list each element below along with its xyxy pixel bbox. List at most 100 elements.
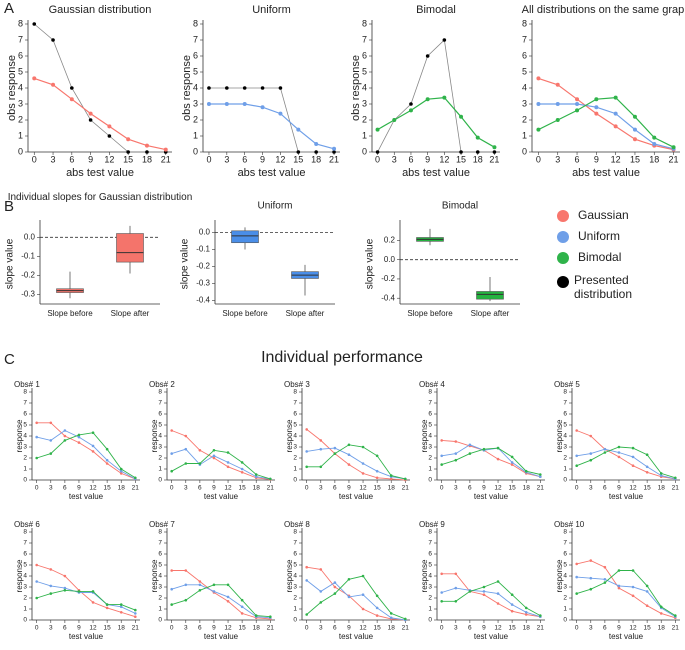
x-axis-label: abs test value	[402, 167, 470, 179]
y-tick-label: 8	[428, 389, 432, 396]
data-point	[224, 102, 229, 106]
y-axis-label: obs response	[350, 55, 362, 121]
x-tick-label: 3	[319, 625, 323, 632]
y-tick-label: 0	[362, 146, 367, 156]
data-point	[409, 102, 413, 106]
data-point	[184, 447, 188, 451]
data-point	[305, 613, 308, 616]
data-point	[539, 475, 542, 479]
data-point	[333, 446, 337, 450]
y-tick-label: 2	[293, 595, 297, 602]
data-point	[77, 590, 81, 593]
x-tick-label: 3	[555, 154, 560, 164]
y-tick-label: 8	[193, 18, 198, 28]
data-point	[212, 454, 216, 458]
y-tick-label: 2	[158, 595, 162, 602]
legend-label: Uniform	[578, 229, 620, 243]
y-tick-label: 2	[293, 455, 297, 462]
y-tick-label: 7	[193, 34, 198, 44]
x-axis-label: test value	[339, 632, 374, 641]
y-tick-label: 3	[23, 584, 27, 591]
data-point	[105, 458, 109, 462]
data-point	[333, 581, 337, 584]
x-tick-label: 12	[89, 485, 97, 492]
data-point	[440, 572, 443, 576]
y-tick-label: 7	[18, 34, 23, 44]
y-tick-label: 3	[522, 98, 527, 108]
series-line	[306, 580, 406, 621]
y-tick-label: 4	[293, 433, 297, 440]
x-tick-label: 3	[184, 485, 188, 492]
data-point	[408, 108, 413, 113]
series-line	[576, 446, 676, 479]
y-tick-label: 5	[23, 422, 27, 429]
y-tick-label: 4	[18, 82, 23, 92]
y-tick-label: 8	[563, 529, 567, 536]
x-tick-label: 0	[440, 485, 444, 492]
data-point	[603, 578, 607, 581]
data-point	[536, 76, 541, 81]
y-axis-label: response	[285, 419, 294, 452]
data-point	[617, 455, 621, 459]
data-point	[645, 590, 649, 593]
data-point	[613, 95, 618, 100]
data-point	[496, 592, 500, 595]
data-point	[482, 585, 486, 589]
data-point	[35, 456, 38, 460]
data-point	[603, 451, 607, 454]
x-tick-label: 12	[494, 625, 502, 632]
x-axis-label: test value	[609, 492, 644, 501]
data-point	[347, 595, 351, 599]
x-tick-label: 15	[239, 485, 247, 492]
data-point	[170, 452, 173, 455]
data-point	[240, 461, 244, 464]
y-tick-label: 6	[18, 50, 23, 60]
y-tick-label: 7	[563, 400, 567, 407]
x-tick-label: 0	[305, 485, 309, 492]
y-tick-label: 2	[522, 114, 527, 124]
data-point	[212, 590, 216, 593]
data-point	[63, 586, 67, 590]
series-line	[377, 96, 495, 148]
y-axis-label: obs response	[181, 55, 193, 121]
data-point	[632, 114, 637, 119]
data-point	[242, 86, 247, 90]
x-tick-label: 21	[672, 625, 680, 632]
y-tick-label: 3	[158, 584, 162, 591]
data-point	[107, 124, 112, 129]
x-tick-label: 6	[333, 485, 337, 492]
x-tick-label: 12	[629, 625, 637, 632]
data-point	[63, 589, 67, 592]
y-tick-label: 2	[563, 595, 567, 602]
data-point	[296, 150, 301, 154]
series-line	[36, 589, 136, 611]
x-axis-label: abs test value	[66, 167, 134, 179]
data-point	[269, 477, 272, 481]
x-tick-label: 18	[649, 154, 659, 164]
data-point	[674, 614, 677, 617]
data-point	[671, 145, 676, 150]
x-tick-label: 9	[260, 154, 265, 164]
data-point	[468, 443, 472, 447]
y-tick-label: 8	[362, 18, 367, 28]
data-point	[404, 617, 407, 621]
series-line	[306, 566, 406, 621]
data-point	[510, 463, 514, 466]
x-tick-label: 12	[494, 485, 502, 492]
x-tick-label: 12	[629, 485, 637, 492]
data-point	[184, 598, 188, 602]
data-point	[226, 461, 230, 464]
y-tick-label: 3	[293, 444, 297, 451]
y-tick-label: 0.2	[384, 235, 396, 244]
y-axis-label: obs response	[6, 55, 18, 121]
data-point	[659, 605, 663, 609]
data-point	[240, 471, 244, 474]
x-tick-label: 12	[224, 625, 232, 632]
x-tick-label: 21	[537, 625, 545, 632]
x-tick-label: 21	[672, 485, 680, 492]
data-point	[589, 587, 593, 591]
data-point	[482, 447, 486, 451]
x-tick-label: 12	[224, 485, 232, 492]
y-tick-label: 5	[293, 562, 297, 569]
y-tick-label: 8	[158, 529, 162, 536]
